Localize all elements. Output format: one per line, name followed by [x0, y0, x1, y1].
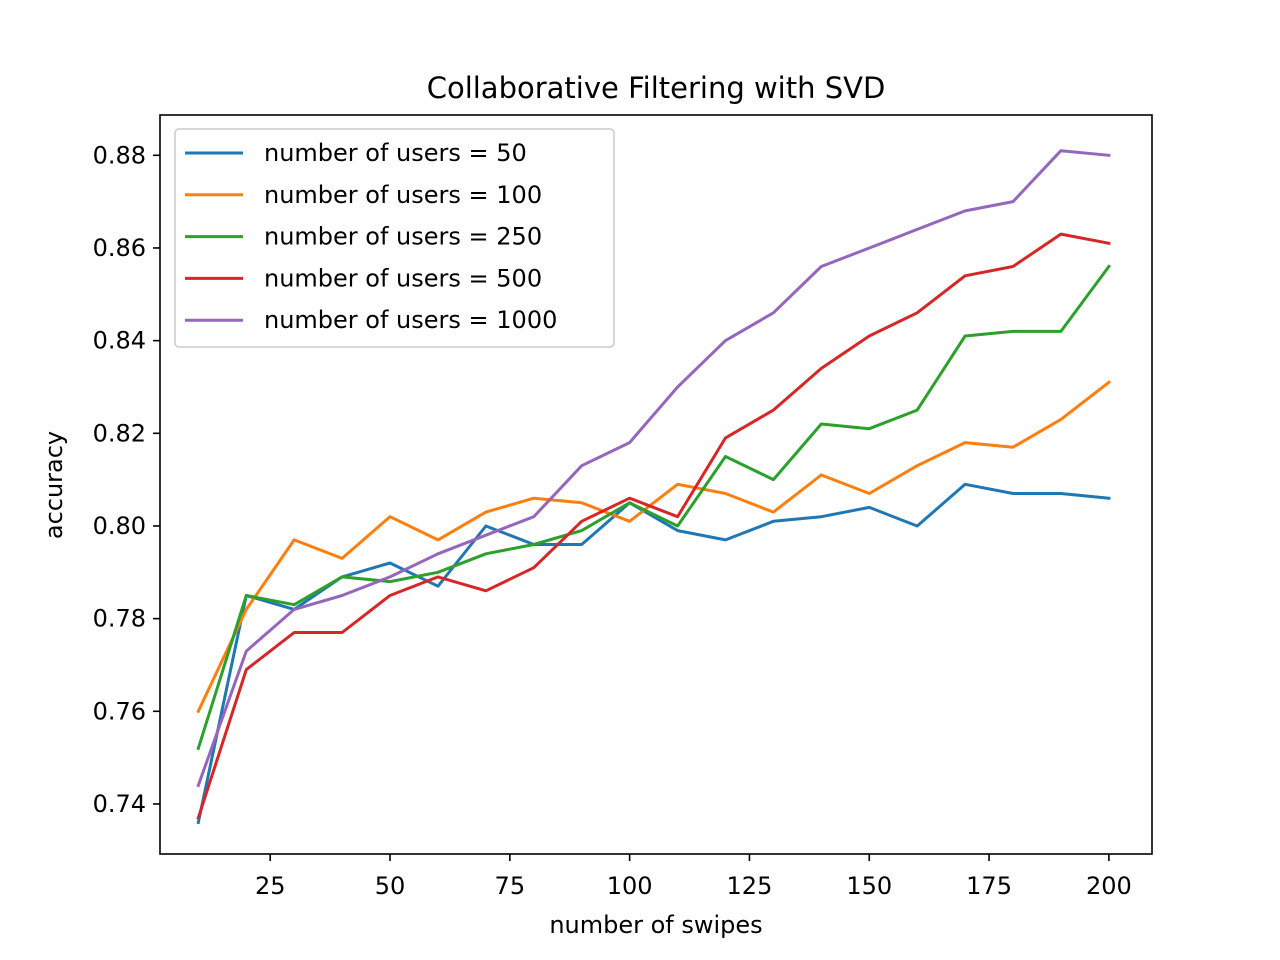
series-line-2: [196, 380, 1112, 714]
x-tick-label: 75: [495, 872, 526, 900]
y-tick-label: 0.84: [93, 327, 146, 355]
series-line-5: [196, 149, 1111, 788]
x-tick-label: 25: [255, 872, 286, 900]
x-tick-label: 50: [375, 872, 406, 900]
legend-label-1: number of users = 50: [264, 139, 527, 167]
legend-label-5: number of users = 1000: [264, 306, 557, 334]
chart-title: Collaborative Filtering with SVD: [427, 71, 886, 105]
x-tick-label: 150: [846, 872, 892, 900]
series-line-3: [196, 264, 1111, 751]
x-tick-label: 175: [966, 872, 1012, 900]
y-tick-label: 0.86: [93, 234, 146, 262]
y-tick-label: 0.74: [93, 790, 146, 818]
plot-area-frame: [159, 114, 1153, 855]
y-tick-label: 0.82: [93, 419, 146, 447]
series-line-1: [196, 482, 1111, 825]
x-tick-label: 200: [1086, 872, 1132, 900]
x-tick-label: 100: [607, 872, 653, 900]
x-axis: 25 50 75 100 125 150 175 200: [255, 854, 1132, 900]
y-tick-label: 0.76: [93, 697, 146, 725]
y-axis-label: accuracy: [40, 431, 68, 539]
y-tick-label: 0.88: [93, 141, 146, 169]
x-axis-label: number of swipes: [549, 911, 762, 939]
series-line-4: [196, 232, 1111, 820]
legend-label-3: number of users = 250: [264, 223, 542, 251]
legend-box: [174, 128, 615, 348]
y-tick-label: 0.80: [93, 512, 146, 540]
x-tick-label: 125: [727, 872, 773, 900]
legend-label-4: number of users = 500: [264, 264, 542, 292]
y-tick-label: 0.78: [93, 605, 146, 633]
legend: number of users = 50 number of users = 10…: [174, 128, 615, 348]
y-axis: 0.74 0.76 0.78 0.80 0.82 0.84 0.86 0.88: [93, 141, 160, 818]
legend-label-2: number of users = 100: [264, 181, 542, 209]
series-layer: [196, 149, 1112, 825]
